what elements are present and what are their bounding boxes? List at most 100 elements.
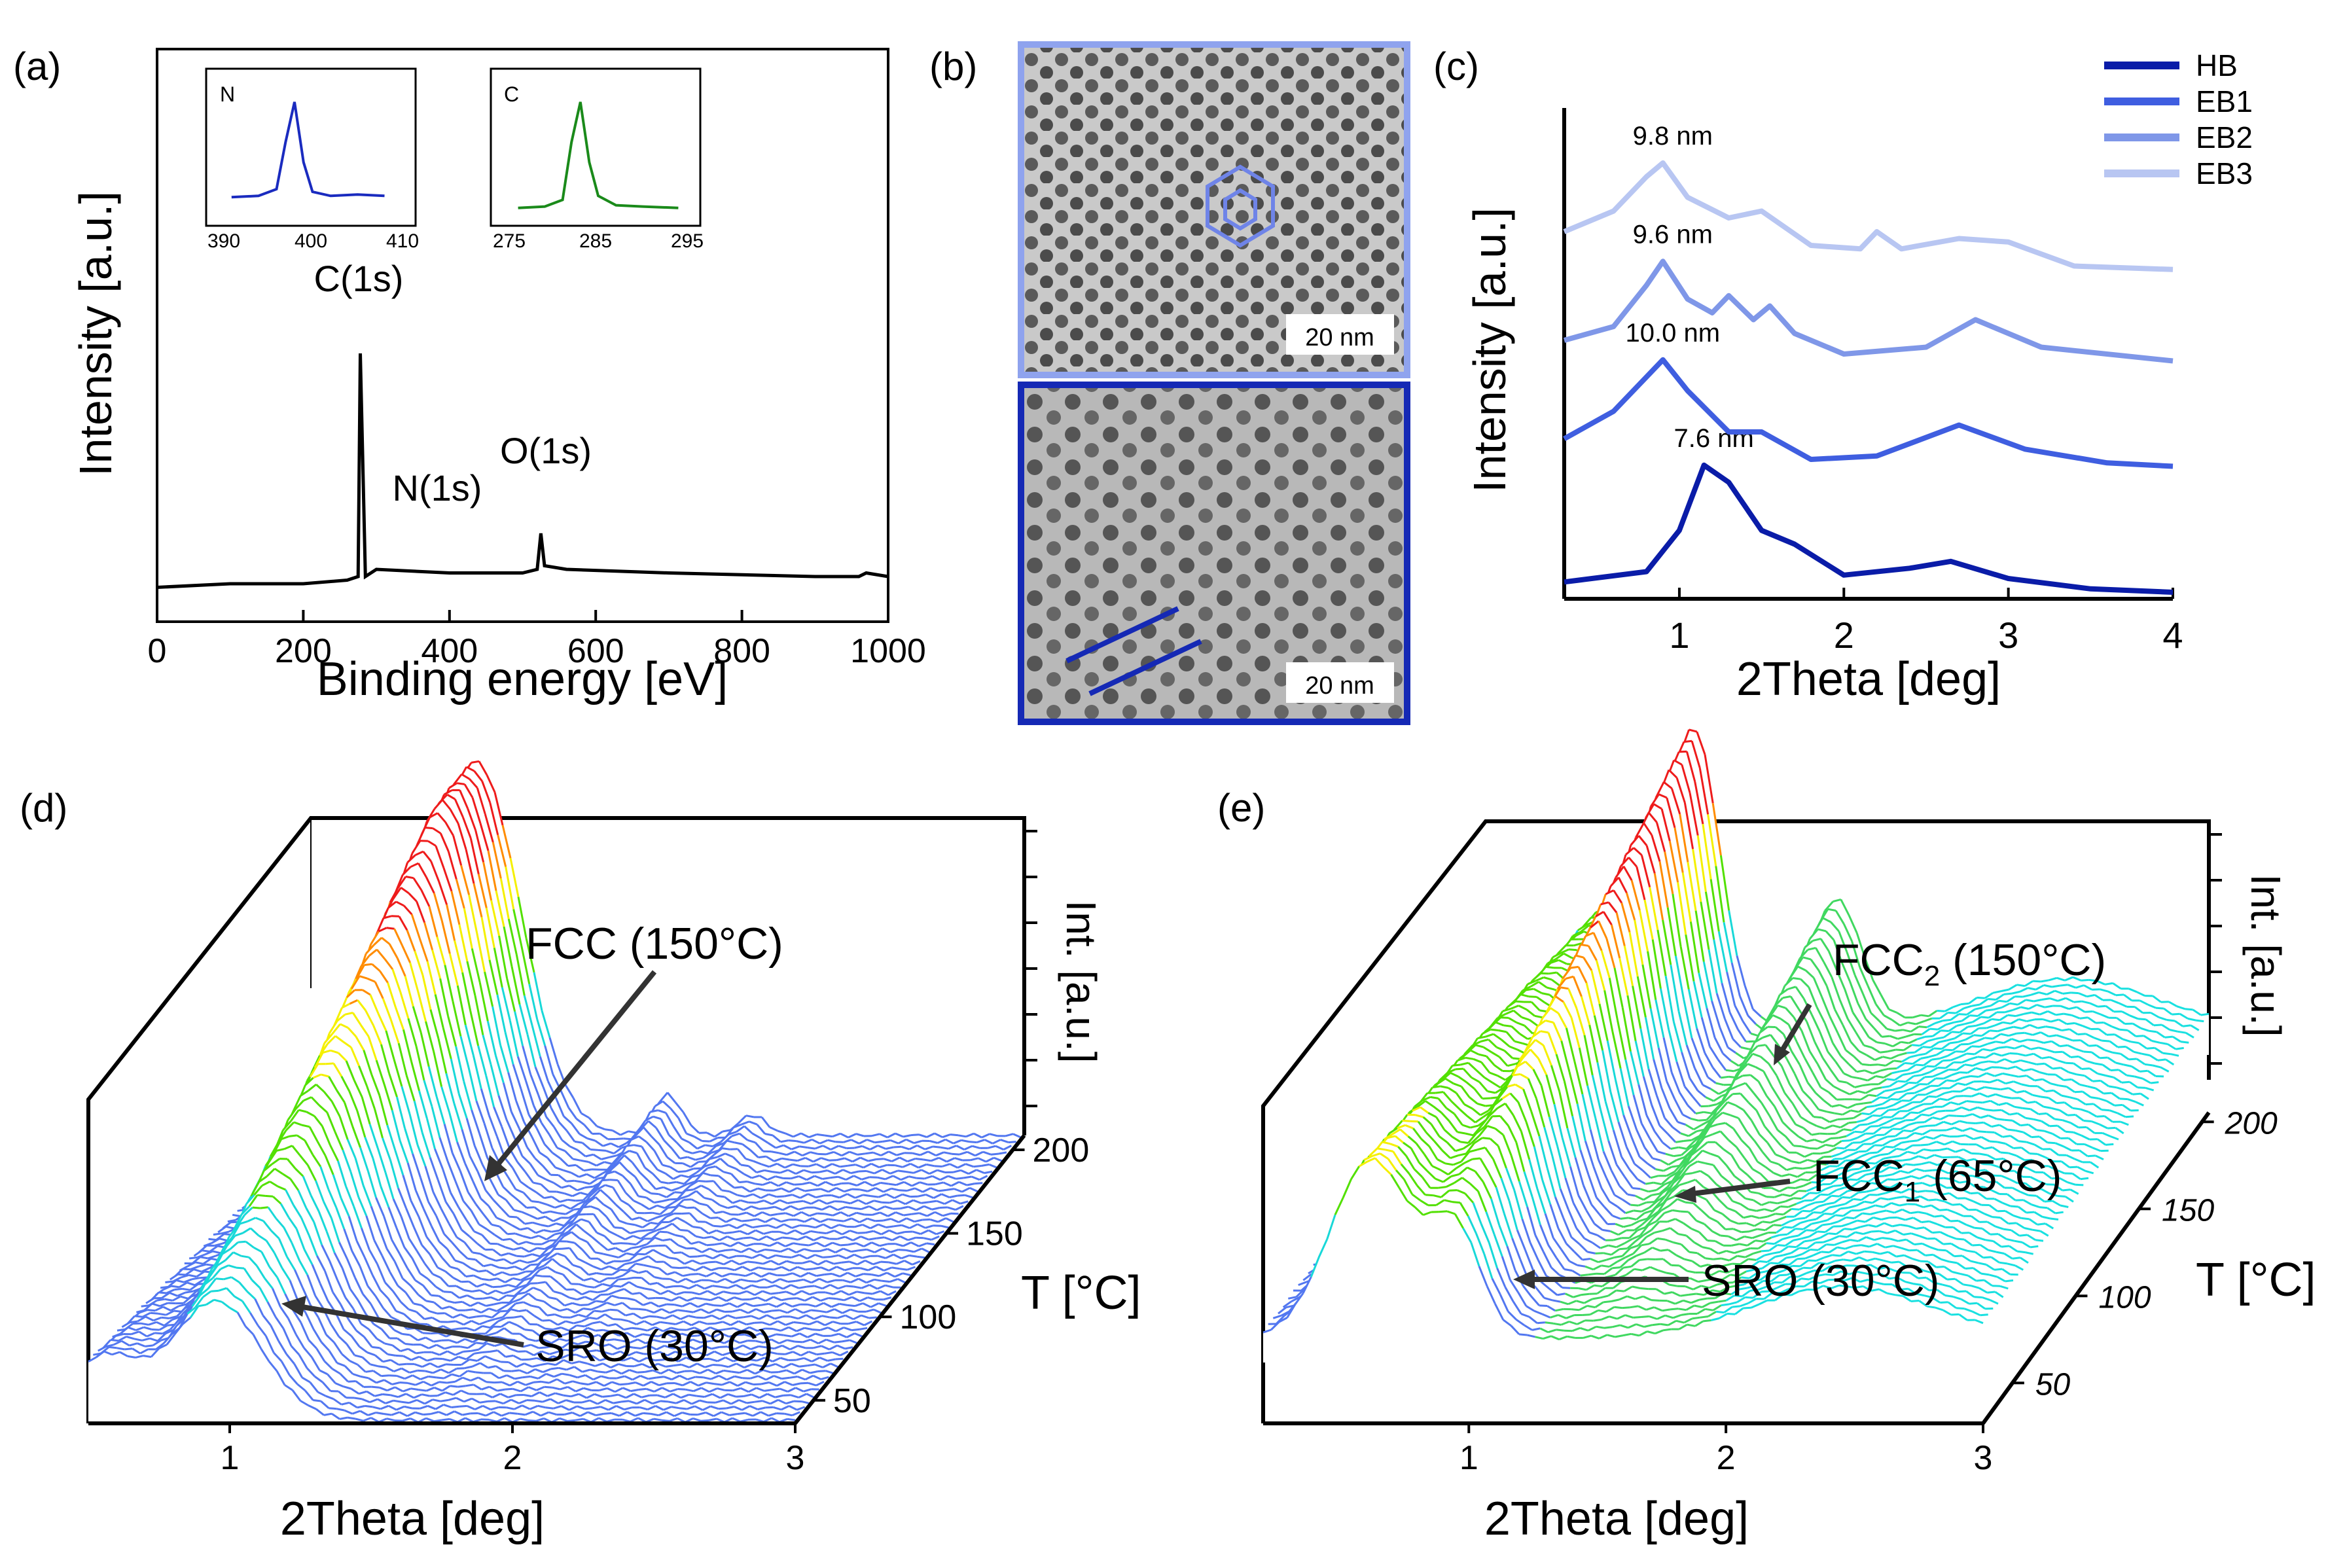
waterfall-segment [672, 1197, 681, 1204]
waterfall-segment [502, 1186, 512, 1196]
waterfall-segment [599, 1243, 609, 1251]
waterfall-segment [731, 1338, 741, 1344]
waterfall-segment [696, 1316, 704, 1319]
waterfall-segment [861, 1205, 870, 1211]
waterfall-segment [895, 1181, 904, 1186]
waterfall-segment [851, 1249, 859, 1253]
panel-d-t-tick-label: 100 [900, 1298, 957, 1336]
waterfall-segment [363, 1417, 372, 1422]
waterfall-segment [795, 1387, 804, 1393]
waterfall-segment [400, 1301, 410, 1310]
waterfall-segment [628, 1242, 637, 1246]
waterfall-segment [777, 1353, 785, 1355]
waterfall-segment [577, 1186, 586, 1192]
waterfall-segment [797, 1406, 806, 1411]
waterfall-segment [158, 1312, 166, 1316]
waterfall-segment [594, 1251, 603, 1255]
waterfall-segment [775, 1254, 784, 1258]
waterfall-segment [506, 1406, 515, 1410]
waterfall-segment [512, 1387, 522, 1393]
hexagon-outer-overlay [1206, 164, 1275, 248]
waterfall-segment [767, 1142, 777, 1149]
waterfall-segment [882, 1247, 891, 1253]
waterfall-segment [910, 1162, 919, 1169]
waterfall-segment [311, 1264, 321, 1284]
waterfall-segment [889, 1277, 899, 1283]
waterfall-segment [571, 1122, 581, 1135]
waterfall-segment [607, 1387, 616, 1393]
waterfall-segment [408, 1308, 417, 1313]
waterfall-segment [317, 1317, 327, 1336]
waterfall-segment [601, 1156, 609, 1160]
waterfall-segment [828, 1297, 836, 1300]
waterfall-segment [529, 1214, 538, 1220]
waterfall-segment [888, 1261, 897, 1265]
waterfall-segment [755, 1340, 764, 1344]
waterfall-segment [1928, 1010, 1938, 1018]
waterfall-segment [843, 1139, 852, 1143]
waterfall-segment [696, 1283, 706, 1290]
waterfall-segment [410, 1387, 419, 1391]
waterfall-segment [1003, 1145, 1012, 1150]
waterfall-segment [297, 1190, 308, 1209]
waterfall-segment [715, 1166, 725, 1173]
waterfall-segment [395, 1354, 404, 1357]
waterfall-segment [510, 1286, 520, 1292]
waterfall-segment [514, 1376, 523, 1380]
waterfall-segment [393, 1058, 403, 1087]
waterfall-segment [897, 1169, 906, 1173]
waterfall-segment [581, 1218, 590, 1223]
waterfall-segment [575, 1308, 584, 1314]
waterfall-segment [963, 1145, 973, 1150]
waterfall-segment [569, 1296, 578, 1301]
waterfall-segment [352, 1205, 363, 1229]
waterfall-segment [457, 823, 467, 850]
waterfall-segment [676, 1370, 685, 1374]
waterfall-segment [947, 1206, 956, 1211]
waterfall-segment [786, 1150, 795, 1156]
waterfall-segment [825, 1370, 834, 1374]
waterfall-segment [768, 1272, 778, 1277]
waterfall-segment [666, 1332, 675, 1338]
waterfall-segment [707, 1165, 716, 1169]
waterfall-segment [618, 1332, 628, 1337]
waterfall-segment [319, 1043, 329, 1056]
waterfall-segment [607, 1247, 616, 1251]
waterfall-segment [870, 1162, 880, 1169]
waterfall-segment [534, 1157, 544, 1167]
waterfall-segment [804, 1188, 814, 1192]
waterfall-segment [766, 1235, 775, 1241]
waterfall-segment [777, 1130, 786, 1135]
waterfall-segment [505, 1199, 515, 1211]
waterfall-segment [378, 1095, 389, 1126]
waterfall-segment [325, 1334, 335, 1344]
waterfall-segment [929, 1140, 939, 1144]
waterfall-segment [434, 1149, 444, 1169]
waterfall-segment [872, 1181, 881, 1187]
panel-d-tick-label: 3 [786, 1439, 805, 1477]
waterfall-segment [405, 1075, 416, 1101]
waterfall-segment [295, 1334, 305, 1349]
waterfall-segment [938, 1188, 947, 1192]
waterfall-segment [670, 1388, 679, 1393]
waterfall-segment [440, 1086, 451, 1113]
waterfall-segment [542, 1398, 551, 1403]
waterfall-segment [489, 802, 499, 836]
waterfall-segment [878, 1223, 887, 1228]
waterfall-segment [567, 1268, 577, 1277]
waterfall-segment [855, 1133, 865, 1137]
waterfall-segment [761, 1272, 770, 1278]
waterfall-segment [164, 1319, 173, 1327]
waterfall-segment [658, 1303, 667, 1308]
waterfall-segment [444, 965, 454, 1002]
waterfall-segment [660, 1321, 668, 1325]
waterfall-segment [605, 1149, 615, 1155]
waterfall-segment [649, 1204, 658, 1211]
waterfall-segment [670, 1357, 679, 1363]
waterfall-segment [448, 782, 457, 789]
waterfall-segment [1901, 1041, 1909, 1044]
waterfall-segment [553, 1290, 562, 1294]
waterfall-segment [720, 1364, 729, 1368]
waterfall-segment [303, 1249, 313, 1265]
